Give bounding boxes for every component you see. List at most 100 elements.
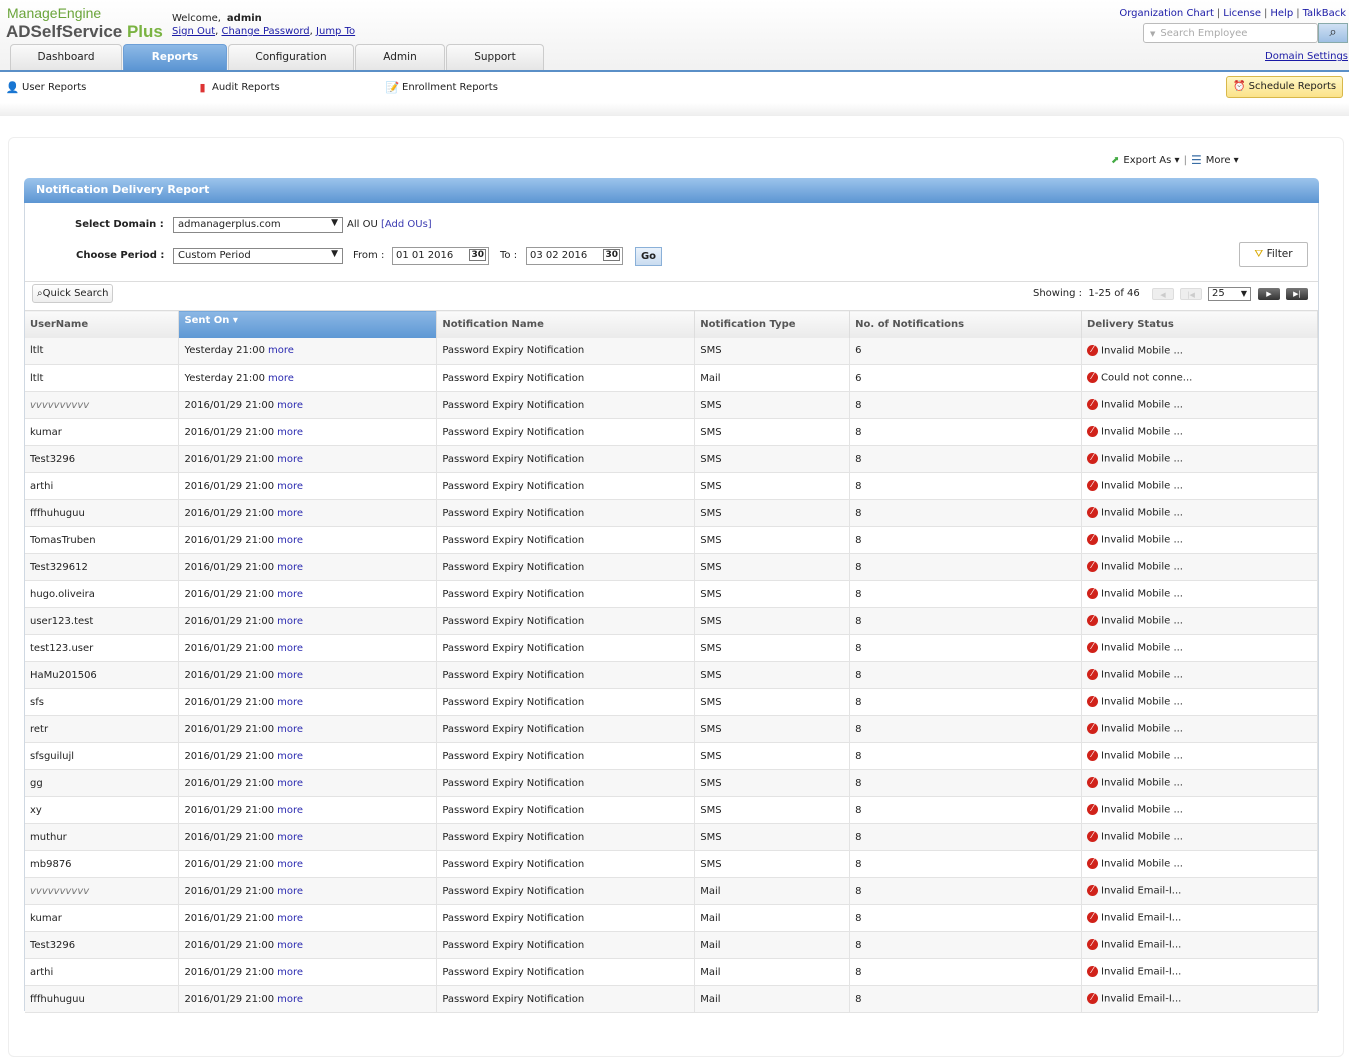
column-header-notification-name[interactable]: Notification Name (436, 310, 696, 338)
cell-delivery-status[interactable]: ⁄ Invalid Mobile ... (1081, 850, 1318, 878)
help-link[interactable]: Help (1270, 8, 1294, 19)
column-header-sent-on[interactable]: Sent On ▾ (178, 310, 438, 338)
more-link[interactable]: more (277, 615, 303, 627)
more-link[interactable]: more (277, 939, 303, 951)
cell-username: hugo.oliveira (25, 580, 180, 608)
add-ous-link[interactable]: [Add OUs] (380, 219, 432, 230)
more-link[interactable]: more (277, 993, 303, 1005)
more-link[interactable]: more (277, 669, 303, 681)
cell-delivery-status[interactable]: ⁄ Could not conne... (1081, 364, 1318, 392)
sign-out-link[interactable]: Sign Out (172, 26, 216, 37)
more-link[interactable]: more (267, 345, 294, 357)
cell-sent-on: 2016/01/29 21:00 more (178, 823, 438, 851)
more-link[interactable]: more (277, 804, 303, 816)
cell-delivery-status[interactable]: ⁄ Invalid Mobile ... (1081, 796, 1318, 824)
cell-delivery-status[interactable]: ⁄ Invalid Mobile ... (1081, 580, 1318, 608)
more-link[interactable]: more (277, 561, 303, 573)
jump-to-link[interactable]: Jump To (316, 26, 356, 37)
column-header-notification-type[interactable]: Notification Type (694, 310, 851, 338)
previous-page-button[interactable]: ◀ (1152, 288, 1174, 300)
more-link[interactable]: more (277, 750, 303, 762)
calendar-icon[interactable]: 30 (603, 249, 620, 261)
more-link[interactable]: more (277, 831, 303, 843)
more-link[interactable]: more (277, 426, 303, 438)
more-link[interactable]: more (277, 777, 303, 789)
cell-username: sfs (25, 688, 180, 716)
more-link[interactable]: more (267, 372, 294, 384)
period-select[interactable]: Custom Period ▼ (173, 248, 343, 264)
talkback-link[interactable]: TalkBack (1302, 8, 1346, 19)
tab-configuration[interactable]: Configuration (228, 44, 354, 70)
cell-delivery-status[interactable]: ⁄ Invalid Mobile ... (1081, 337, 1318, 365)
more-link[interactable]: more (277, 696, 303, 708)
next-page-button[interactable]: ▶ (1258, 288, 1280, 300)
cell-delivery-status[interactable]: ⁄ Invalid Mobile ... (1081, 823, 1318, 851)
cell-delivery-status[interactable]: ⁄ Invalid Mobile ... (1081, 526, 1318, 554)
cell-delivery-status[interactable]: ⁄ Invalid Mobile ... (1081, 553, 1318, 581)
more-link[interactable]: more (277, 399, 303, 411)
change-password-link[interactable]: Change Password (221, 26, 310, 37)
cell-notification-name: Password Expiry Notification (436, 904, 696, 932)
tab-reports[interactable]: Reports (123, 44, 227, 70)
cell-username: Test3296 (25, 931, 180, 959)
cell-delivery-status[interactable]: ⁄ Invalid Email-I... (1081, 931, 1318, 959)
to-date-input[interactable]: 03 02 2016 30 (526, 247, 623, 265)
more-link[interactable]: more (277, 534, 303, 546)
more-link[interactable]: more (277, 885, 303, 897)
column-header-count[interactable]: No. of Notifications (849, 310, 1083, 338)
license-link[interactable]: License (1223, 8, 1261, 19)
schedule-reports-button[interactable]: ⏰ Schedule Reports (1226, 76, 1344, 98)
more-link[interactable]: more (277, 453, 303, 465)
cell-delivery-status[interactable]: ⁄ Invalid Email-I... (1081, 904, 1318, 932)
user-reports-link[interactable]: 👤 User Reports (5, 81, 87, 94)
cell-delivery-status[interactable]: ⁄ Invalid Mobile ... (1081, 607, 1318, 635)
column-header-username[interactable]: UserName (25, 310, 180, 338)
filter-button[interactable]: ⛛ Filter (1239, 242, 1308, 267)
more-link[interactable]: more (277, 912, 303, 924)
cell-delivery-status[interactable]: ⁄ Invalid Mobile ... (1081, 769, 1318, 797)
search-icon[interactable]: ⌕ (1318, 23, 1348, 43)
enrollment-reports-link[interactable]: 📝 Enrollment Reports (385, 81, 498, 94)
table-row: vvvvvvvvvv 2016/01/29 21:00 more Password E… (25, 877, 1318, 905)
more-link[interactable]: more (277, 480, 303, 492)
cell-delivery-status[interactable]: ⁄ Invalid Email-I... (1081, 877, 1318, 905)
column-header-delivery-status[interactable]: Delivery Status (1081, 310, 1318, 338)
calendar-icon[interactable]: 30 (469, 249, 486, 261)
first-page-button[interactable]: |◀ (1180, 288, 1202, 300)
tab-support[interactable]: Support (446, 44, 544, 70)
cell-delivery-status[interactable]: ⁄ Invalid Mobile ... (1081, 499, 1318, 527)
more-link[interactable]: more (277, 588, 303, 600)
cell-notification-type: SMS (694, 661, 851, 689)
cell-username: HaMu201506 (25, 661, 180, 689)
audit-reports-link[interactable]: ▮ Audit Reports (195, 80, 279, 95)
search-employee-input[interactable]: ▼ Search Employee (1143, 23, 1318, 43)
cell-delivery-status[interactable]: ⁄ Invalid Mobile ... (1081, 688, 1318, 716)
org-chart-link[interactable]: Organization Chart (1119, 8, 1214, 19)
quick-search-button[interactable]: ⌕Quick Search (32, 284, 114, 303)
cell-delivery-status[interactable]: ⁄ Invalid Email-I... (1081, 958, 1318, 986)
more-link[interactable]: more (277, 507, 303, 519)
domain-settings-link[interactable]: Domain Settings (1265, 51, 1348, 62)
cell-delivery-status[interactable]: ⁄ Invalid Mobile ... (1081, 715, 1318, 743)
tab-admin[interactable]: Admin (355, 44, 445, 70)
more-link[interactable]: more (277, 642, 303, 654)
more-link[interactable]: more (277, 966, 303, 978)
go-button[interactable]: Go (635, 247, 662, 266)
cell-delivery-status[interactable]: ⁄ Invalid Mobile ... (1081, 445, 1318, 473)
cell-delivery-status[interactable]: ⁄ Invalid Mobile ... (1081, 418, 1318, 446)
domain-select[interactable]: admanagerplus.com ▼ (173, 217, 343, 233)
cell-delivery-status[interactable]: ⁄ Invalid Mobile ... (1081, 472, 1318, 500)
cell-delivery-status[interactable]: ⁄ Invalid Mobile ... (1081, 661, 1318, 689)
cell-delivery-status[interactable]: ⁄ Invalid Mobile ... (1081, 391, 1318, 419)
last-page-button[interactable]: ▶| (1286, 288, 1308, 300)
more-button[interactable]: More ▾ (1205, 154, 1239, 166)
more-link[interactable]: more (277, 858, 303, 870)
cell-delivery-status[interactable]: ⁄ Invalid Email-I... (1081, 985, 1318, 1013)
more-link[interactable]: more (277, 723, 303, 735)
cell-delivery-status[interactable]: ⁄ Invalid Mobile ... (1081, 634, 1318, 662)
from-date-input[interactable]: 01 01 2016 30 (392, 247, 489, 265)
export-as-button[interactable]: Export As ▾ (1123, 154, 1180, 166)
page-size-select[interactable]: 25 ▼ (1208, 287, 1251, 301)
tab-dashboard[interactable]: Dashboard (10, 44, 122, 70)
cell-delivery-status[interactable]: ⁄ Invalid Mobile ... (1081, 742, 1318, 770)
